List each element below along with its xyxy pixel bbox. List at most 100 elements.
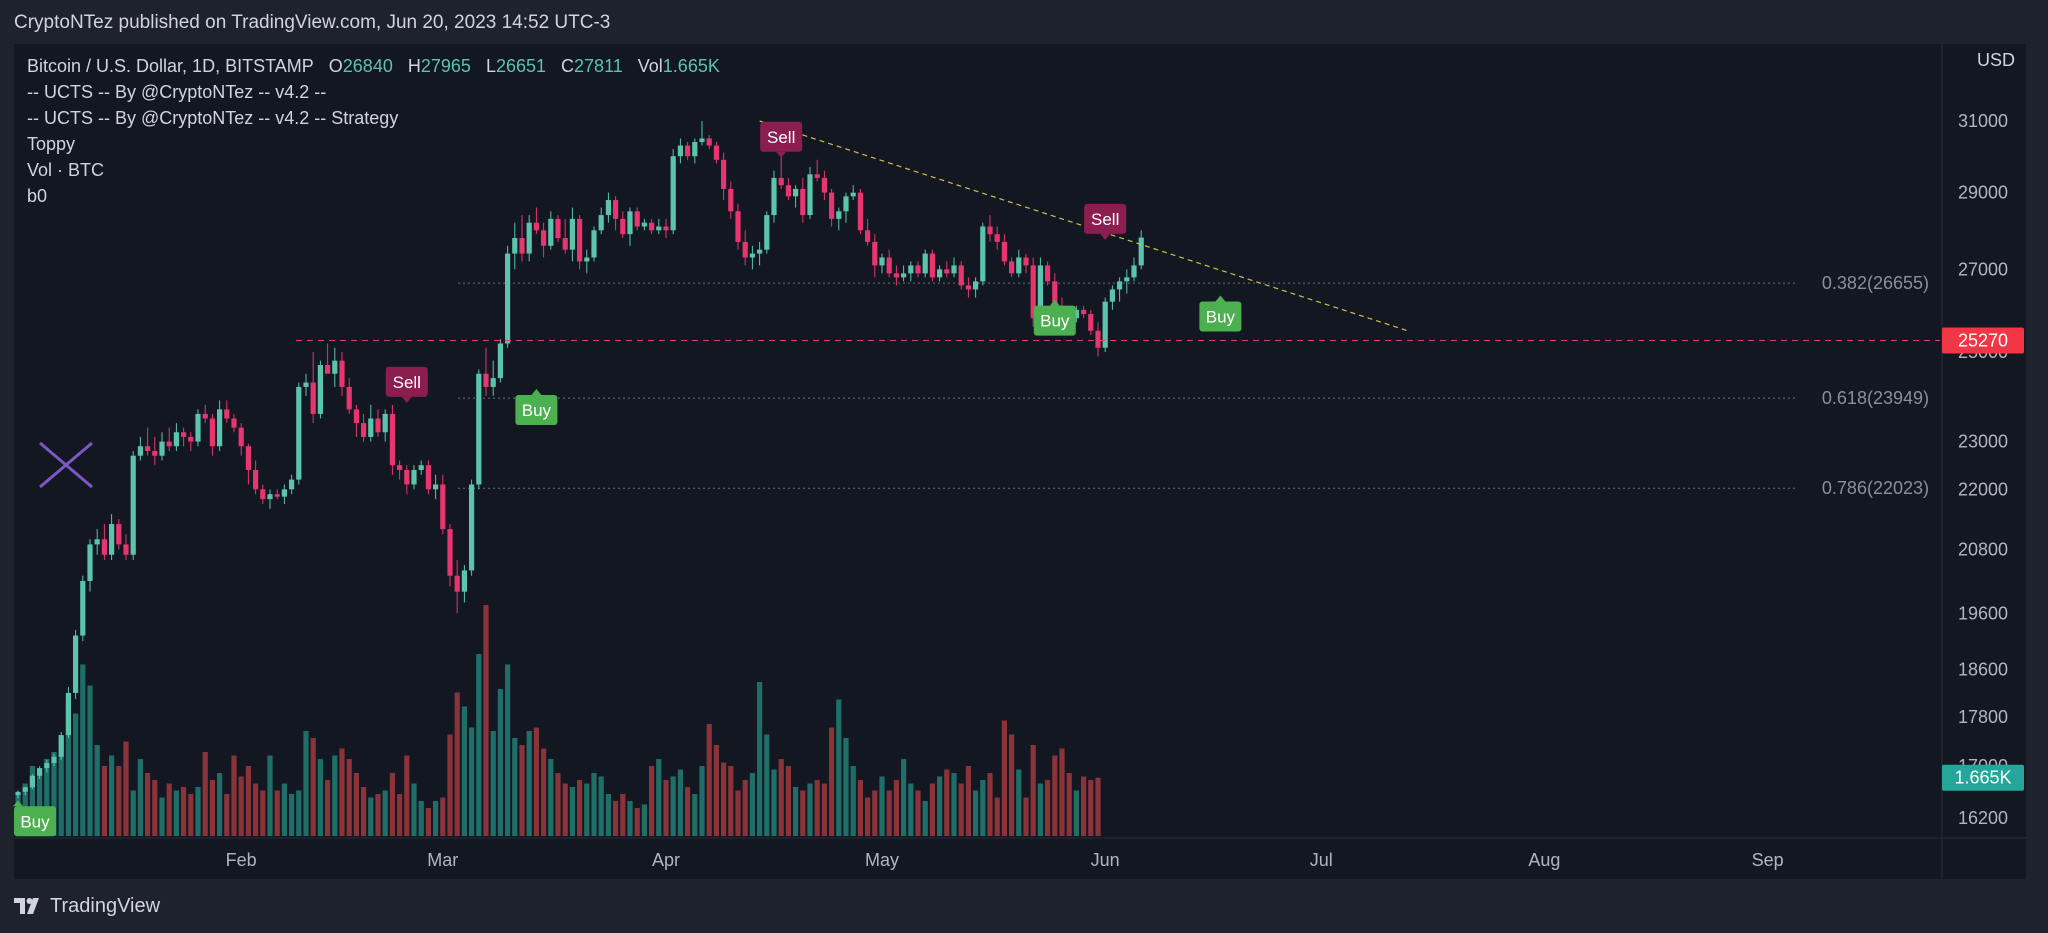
volume-bar	[253, 783, 259, 836]
volume-bar	[188, 794, 194, 836]
volume-bar	[742, 780, 748, 836]
candle-body	[109, 524, 115, 555]
candle-body	[965, 285, 971, 290]
signal-labels: Buy Sell Buy Sell Buy Sell Buy	[13, 121, 1242, 837]
candle-body	[454, 575, 460, 592]
volume-bar	[1045, 780, 1051, 836]
candle-body	[512, 238, 518, 254]
candle-body	[217, 409, 223, 447]
symbol-name[interactable]: Bitcoin / U.S. Dollar, 1D, BITSTAMP	[27, 56, 314, 76]
volume-bar	[469, 727, 475, 836]
candle-body	[281, 489, 287, 497]
candle-body	[721, 159, 727, 189]
volume-bar	[404, 755, 410, 836]
candle-body	[332, 360, 338, 374]
candle-body	[476, 373, 482, 485]
volume-bar	[987, 773, 993, 836]
trendline	[759, 120, 1408, 332]
volume-bar	[425, 808, 431, 836]
candle-body	[224, 409, 230, 419]
candle-body	[958, 265, 964, 286]
candle-body	[670, 156, 676, 231]
volume-bar	[771, 769, 777, 836]
candle-body	[209, 418, 215, 447]
signal-pointer	[531, 388, 542, 395]
volume-bar	[152, 780, 158, 836]
volume-bar	[238, 776, 244, 836]
price-tick: 20800	[1958, 540, 2008, 560]
time-tick: Apr	[652, 850, 680, 870]
candle-body	[317, 364, 323, 414]
volume-bar	[577, 780, 583, 836]
candle-body	[152, 450, 158, 456]
candle-body	[1073, 309, 1079, 319]
volume-bar	[634, 808, 640, 836]
volume-bar	[317, 759, 323, 836]
annotation-lines	[39, 120, 1940, 489]
tradingview-logo[interactable]: TradingView	[14, 893, 160, 919]
candle-body	[346, 386, 352, 410]
candle-body	[994, 234, 1000, 242]
chart-pane[interactable]	[14, 44, 2026, 879]
current-price-tag	[1942, 327, 2024, 354]
candle-body	[1045, 265, 1051, 282]
candle-body	[944, 269, 950, 274]
price-tick: 27000	[1958, 259, 2008, 279]
candle-body	[757, 249, 763, 254]
indicator-volume[interactable]: Vol · BTC	[27, 160, 105, 180]
candle-body	[526, 222, 532, 254]
volume-bar	[454, 692, 460, 836]
candle-body	[627, 211, 633, 235]
candle-body	[303, 382, 309, 387]
volume-bar	[598, 776, 604, 836]
candle-body	[649, 222, 655, 231]
indicator-b0[interactable]: b0	[27, 186, 48, 206]
signal-pointer	[401, 396, 412, 403]
volume-bar	[677, 769, 683, 836]
candle-body	[51, 756, 57, 764]
volume-bar	[627, 801, 633, 836]
volume-bar	[562, 783, 568, 836]
legend-symbol-row[interactable]: Bitcoin / U.S. Dollar, 1D, BITSTAMP O268…	[27, 53, 720, 79]
candle-body	[742, 241, 748, 258]
candle-body	[137, 446, 143, 456]
candle-body	[872, 241, 878, 266]
candle-body	[548, 218, 554, 246]
buy-label: Buy	[522, 401, 552, 420]
price-tick: 31000	[1958, 111, 2008, 131]
candle-body	[116, 524, 122, 545]
indicator-toppy[interactable]: Toppy	[27, 134, 76, 154]
candle-body	[987, 226, 993, 235]
candle-body	[361, 423, 367, 437]
candle-body	[836, 211, 842, 219]
candle-body	[1016, 257, 1022, 274]
candle-body	[937, 269, 943, 278]
volume-bars	[15, 605, 1101, 836]
volume-bar	[699, 766, 705, 836]
candle-body	[519, 238, 525, 254]
candle-body	[368, 418, 374, 437]
indicator-ucts[interactable]: -- UCTS -- By @CryptoNTez -- v4.2 --	[27, 82, 327, 102]
candle-body	[296, 386, 302, 480]
candle-body	[749, 253, 755, 258]
price-tick: 18600	[1958, 660, 2008, 680]
candle-body	[951, 265, 957, 274]
volume-bar	[605, 794, 611, 836]
candle-body	[440, 484, 446, 530]
candle-body	[591, 230, 597, 258]
volume-bar	[1081, 776, 1087, 836]
candle-body	[584, 257, 590, 262]
candle-body	[418, 465, 424, 470]
volume-bar	[80, 664, 86, 836]
candle-body	[447, 529, 453, 576]
sell-signal	[760, 121, 803, 152]
high-label: H	[407, 56, 421, 76]
indicator-ucts-strategy[interactable]: -- UCTS -- By @CryptoNTez -- v4.2 -- Str…	[27, 108, 399, 128]
buy-signal	[515, 394, 558, 425]
volume-bar	[944, 769, 950, 836]
time-tick: Feb	[226, 850, 257, 870]
volume-bar	[908, 783, 914, 836]
volume-bar	[591, 773, 597, 836]
candle-body	[533, 222, 539, 231]
